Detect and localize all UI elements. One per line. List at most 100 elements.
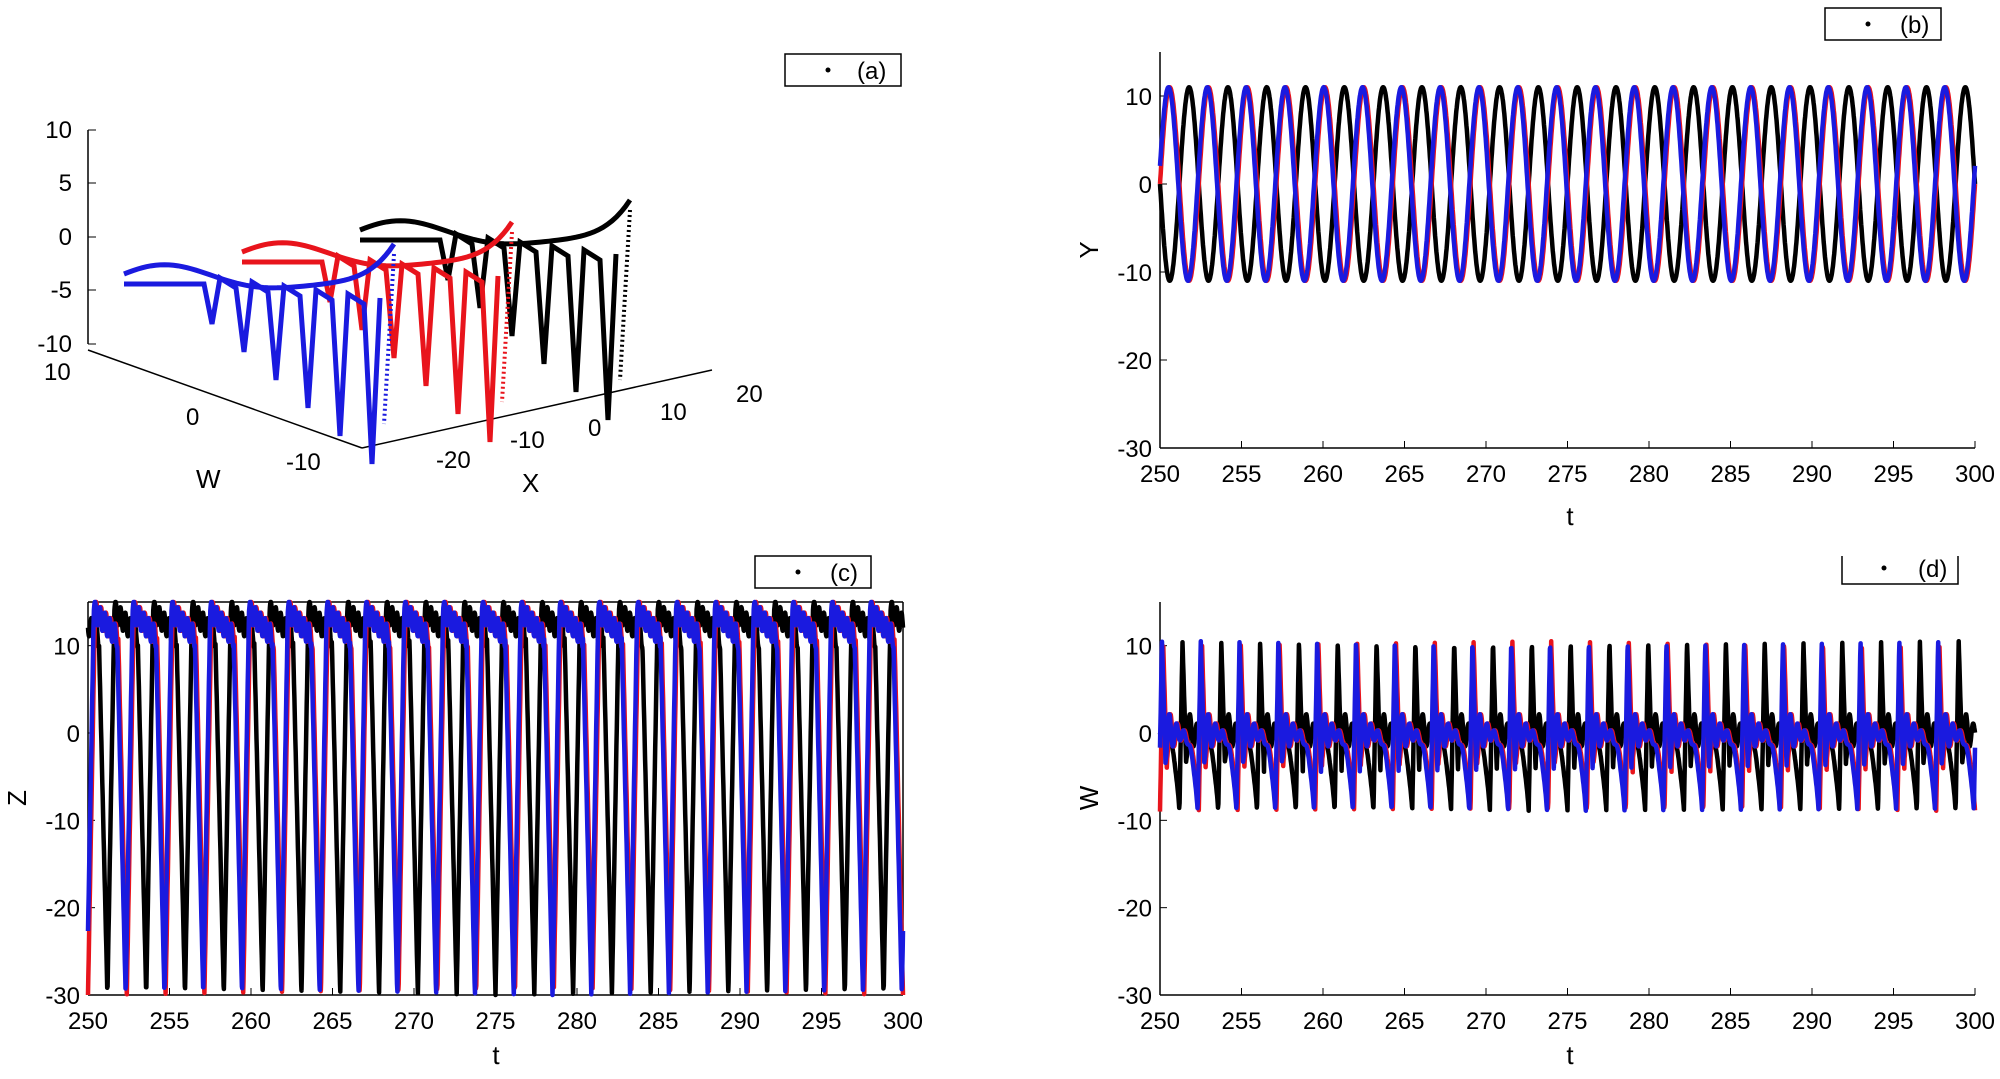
x-tick-label: 270 [1466,461,1506,488]
w-tick-label: 0 [186,404,199,431]
x-tick-label: 260 [1303,461,1343,488]
trajectory-blue-spikes [124,273,383,465]
y-tick-label: -30 [1117,983,1152,1010]
z-tick-label: 5 [59,170,72,197]
x-tick-label: 275 [1547,1008,1587,1035]
z-tick-label: 0 [59,224,72,251]
y-tick-label: -10 [45,808,80,835]
x-axis-ticks: -20 -10 0 10 20 X [436,381,763,498]
legend-c-label: (c) [830,560,858,587]
series-black [85,599,906,998]
x-tick-label: 300 [1955,1008,1995,1035]
x-tick-label: 10 [660,399,687,426]
x-tick-label: 285 [1710,1008,1750,1035]
plot-area-c: 250 255 260 265 270 275 280 285 290 295 300 10 0 -10 -… [45,599,923,1035]
x-tick-label: 20 [736,381,763,408]
x-axis-line [361,369,713,449]
y-tick-label: -20 [45,896,80,923]
x-tick-label: 280 [557,1008,597,1035]
panel-a-3d-plot: (a) 10 5 0 -5 -10 10 0 -10 W -20 -10 [37,53,902,498]
x-tick-label: 275 [475,1008,515,1035]
trajectory-black [359,198,633,247]
x-axis-label: t [1566,1040,1574,1070]
x-tick-label: 300 [1955,461,1995,488]
x-tick-label: 260 [231,1008,271,1035]
y-tick-label: -30 [1117,436,1152,463]
z-axis-ticks: 10 5 0 -5 -10 [37,117,96,358]
trajectory-blue-dropline [382,253,396,425]
x-tick-label: 285 [638,1008,678,1035]
x-tick-label: 0 [588,415,601,442]
x-tick-label: 290 [720,1008,760,1035]
x-tick-label: 285 [1710,461,1750,488]
x-tick-label: 280 [1629,1008,1669,1035]
x-axis-label: t [492,1040,500,1070]
trajectory-black-dropline [618,209,632,381]
x-tick-label: 255 [1221,1008,1261,1035]
w-tick-label: 10 [44,359,71,386]
legend-a-label: (a) [857,58,886,85]
y-axis-label: Y [1074,241,1104,258]
x-tick-label: 300 [883,1008,923,1035]
x-tick-label: 280 [1629,461,1669,488]
y-tick-label: -20 [1117,896,1152,923]
y-tick-label: 0 [1139,172,1152,199]
x-tick-label: 270 [1466,1008,1506,1035]
legend-b-label: (b) [1900,12,1929,39]
trajectories-3d [123,198,633,465]
x-axis-label: X [522,468,539,498]
series-blue [1157,84,1978,284]
x-tick-label: 270 [394,1008,434,1035]
x-tick-label: 255 [149,1008,189,1035]
plot-area-d: 250 255 260 265 270 275 280 285 290 295 300 10 0 -10 -… [1117,602,1995,1035]
y-tick-label: 0 [1139,721,1152,748]
x-tick-label: 250 [1140,461,1180,488]
y-tick-label: 10 [1125,634,1152,661]
series-blue [85,599,906,998]
legend-d-label: (d) [1918,556,1947,583]
panel-d-plot: (d) W t 250 255 260 265 270 275 280 285 290 295 30… [1074,556,1995,1070]
panel-b-plot: (b) Y t 250 255 260 265 270 275 280 285 290 295 30… [1074,7,1995,531]
trajectory-red-spikes [242,251,501,443]
y-tick-label: -10 [1117,808,1152,835]
y-tick-label: 10 [1125,84,1152,111]
x-tick-label: 290 [1792,1008,1832,1035]
z-tick-label: -10 [37,331,72,358]
y-tick-label: 0 [67,721,80,748]
z-tick-label: -5 [51,277,72,304]
x-tick-label: -20 [436,447,471,474]
y-tick-label: -10 [1117,260,1152,287]
x-tick-label: 255 [1221,461,1261,488]
series-blue [1157,639,1978,813]
trajectory-red-dropline [500,231,514,403]
x-tick-label: 250 [68,1008,108,1035]
y-tick-label: 10 [53,634,80,661]
plot-area-b: 250 255 260 265 270 275 280 285 290 295 300 10 0 -10 -… [1117,52,1995,488]
y-tick-label: -20 [1117,348,1152,375]
legend-c: (c) [754,555,872,589]
y-axis-label: W [1074,785,1104,810]
legend-d: (d) [1841,556,1959,585]
trajectory-black-spikes [360,229,619,421]
x-tick-label: 265 [1384,1008,1424,1035]
z-tick-label: 10 [45,117,72,144]
panel-c-plot: (c) Z t 250 255 260 265 270 275 280 285 290 295 30… [2,555,923,1070]
x-tick-label: 295 [1873,1008,1913,1035]
y-tick-label: -30 [45,983,80,1010]
x-tick-label: 290 [1792,461,1832,488]
w-axis-line [87,349,363,449]
x-tick-label: -10 [510,427,545,454]
x-tick-label: 265 [312,1008,352,1035]
x-tick-label: 260 [1303,1008,1343,1035]
y-axis-label: Z [2,790,32,806]
x-tick-label: 295 [1873,461,1913,488]
x-axis-label: t [1566,501,1574,531]
x-tick-label: 250 [1140,1008,1180,1035]
legend-a: (a) [784,53,902,87]
w-axis-ticks: 10 0 -10 W [44,359,321,494]
x-tick-label: 265 [1384,461,1424,488]
x-tick-label: 295 [801,1008,841,1035]
w-axis-label: W [196,464,221,494]
series-black [1157,639,1978,813]
